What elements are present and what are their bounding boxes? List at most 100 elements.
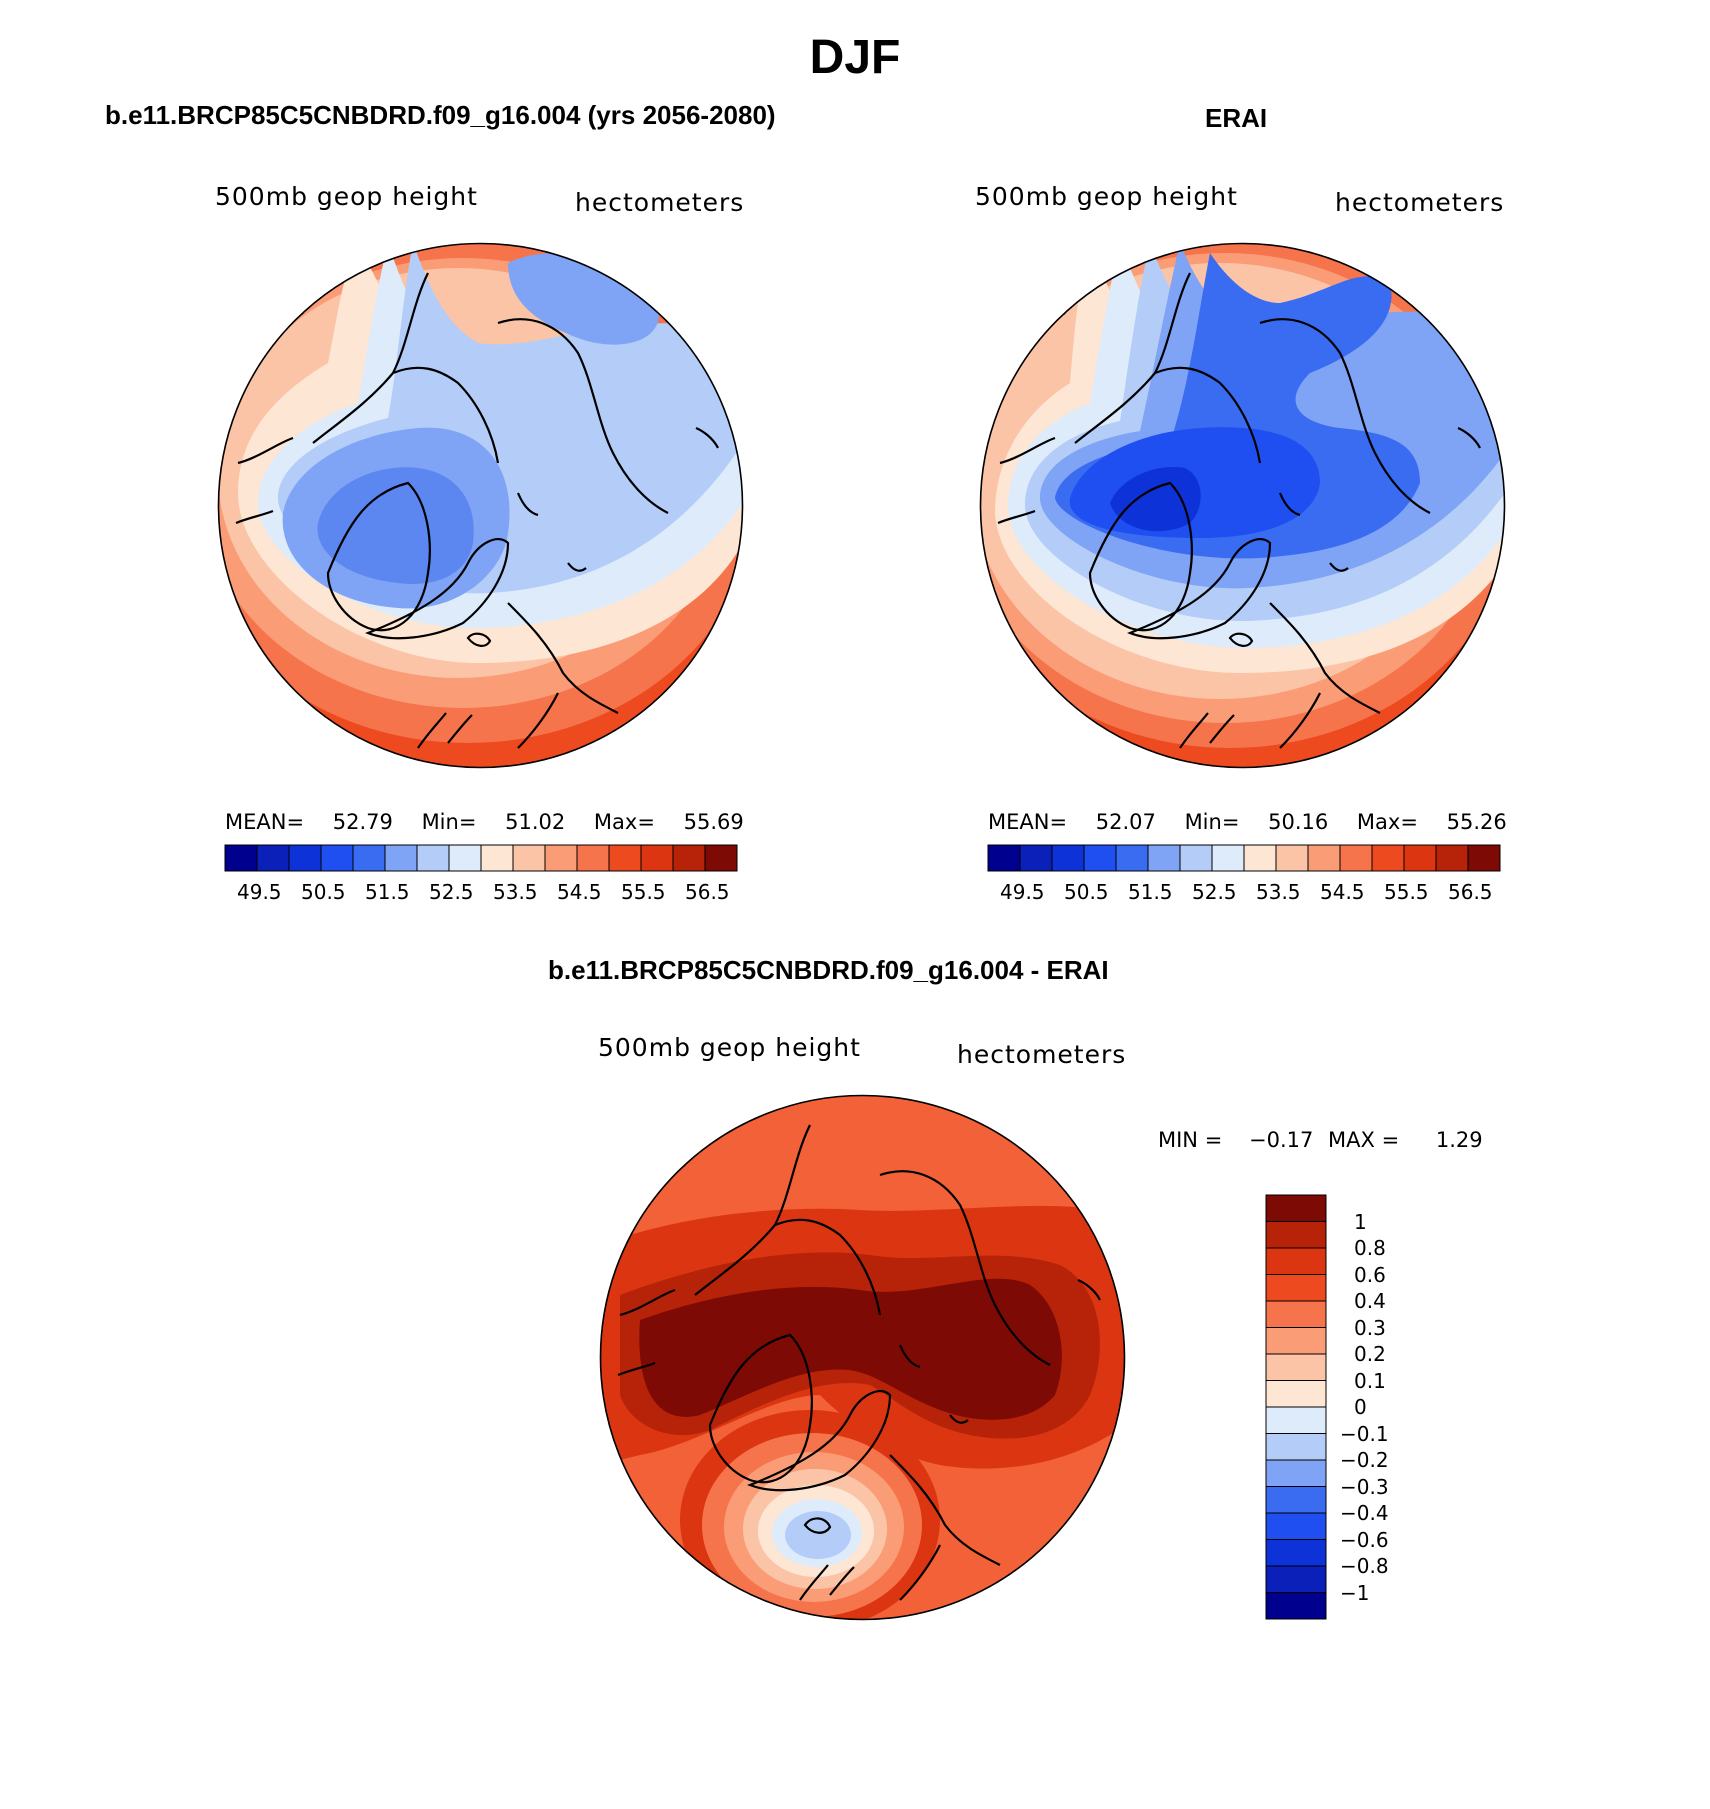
panel1-colorbar-tick-label: 53.5 [493, 880, 538, 904]
panel2-mean-value: 52.07 [1095, 810, 1156, 834]
panel2-units: hectometers [1335, 188, 1505, 217]
panel2-field-label: 500mb geop height [975, 182, 1238, 211]
panel1-field-label: 500mb geop height [215, 182, 478, 211]
panel1-stats: MEAN= 52.79 Min= 51.02 Max= 55.69 [225, 810, 744, 834]
panel1-colorbar-box [704, 844, 738, 872]
panel2-colorbar-box [1115, 844, 1149, 872]
panel2-colorbar-tick-label: 50.5 [1064, 880, 1109, 904]
panel3-colorbar-tick-label: 0.8 [1354, 1236, 1386, 1260]
panel3-units: hectometers [957, 1040, 1127, 1069]
panel2-colorbar-box [1371, 844, 1405, 872]
panel3-colorbar-box [1265, 1433, 1327, 1461]
panel1-title: b.e11.BRCP85C5CNBDRD.f09_g16.004 (yrs 20… [105, 100, 776, 130]
panel1-colorbar-tick-label: 56.5 [685, 880, 730, 904]
panel1-colorbar-box [224, 844, 258, 872]
panel3-colorbar-box [1265, 1512, 1327, 1540]
panel3-colorbar-box [1265, 1327, 1327, 1355]
panel2-colorbar-tick-label: 54.5 [1320, 880, 1365, 904]
panel1-colorbar-box [512, 844, 546, 872]
panel3-colorbar-box [1265, 1194, 1327, 1222]
panel1-units: hectometers [575, 188, 745, 217]
panel3-colorbar-box [1265, 1592, 1327, 1620]
panel3-colorbar-box [1265, 1539, 1327, 1567]
panel2-colorbar-box [1307, 844, 1341, 872]
panel1-map [217, 242, 744, 769]
panel1-colorbar-box [448, 844, 482, 872]
panel1-max-value: 55.69 [683, 810, 744, 834]
panel2-colorbar-box [1435, 844, 1469, 872]
panel1-mean-label: MEAN= [225, 810, 305, 834]
panel3-colorbar-box [1265, 1459, 1327, 1487]
panel3-title: b.e11.BRCP85C5CNBDRD.f09_g16.004 - ERAI [548, 955, 1109, 985]
panel2-colorbar-tick-label: 52.5 [1192, 880, 1237, 904]
panel2-colorbar [987, 844, 1501, 872]
panel1-colorbar-box [384, 844, 418, 872]
panel1-colorbar-tick-label: 51.5 [365, 880, 410, 904]
panel1-colorbar-box [544, 844, 578, 872]
panel2-stats: MEAN= 52.07 Min= 50.16 Max= 55.26 [988, 810, 1507, 834]
panel2-min-label: Min= [1184, 810, 1240, 834]
panel3-colorbar-box [1265, 1353, 1327, 1381]
panel3-colorbar [1265, 1194, 1327, 1620]
panel3-field-label: 500mb geop height [598, 1033, 861, 1062]
panel2-colorbar-box [1147, 844, 1181, 872]
panel2-colorbar-box [1275, 844, 1309, 872]
panel3-colorbar-box [1265, 1486, 1327, 1514]
panel2-colorbar-tick-label: 51.5 [1128, 880, 1173, 904]
panel2-mean-label: MEAN= [988, 810, 1068, 834]
panel1-min-value: 51.02 [505, 810, 566, 834]
main-title: DJF [809, 31, 901, 84]
panel3-colorbar-tick-label: −0.2 [1340, 1448, 1389, 1472]
panel1-colorbar-box [288, 844, 322, 872]
panel2-max-value: 55.26 [1446, 810, 1507, 834]
panel3-max-value: 1.29 [1435, 1128, 1483, 1152]
panel3-colorbar-tick-label: 0.4 [1354, 1289, 1386, 1313]
panel3-colorbar-tick-label: 0.6 [1354, 1262, 1386, 1287]
panel2-max-label: Max= [1356, 810, 1418, 834]
panel1-colorbar-box [608, 844, 642, 872]
panel3-min-label: MIN = [1158, 1128, 1223, 1152]
panel2-map [979, 242, 1506, 769]
panel2-colorbar-box [1179, 844, 1213, 872]
panel1-colorbar-tick-label: 54.5 [557, 880, 602, 904]
panel2-colorbar-box [1339, 844, 1373, 872]
panel1-colorbar-box [640, 844, 674, 872]
panel2-colorbar-tick-label: 56.5 [1448, 880, 1493, 904]
panel1-colorbar-box [320, 844, 354, 872]
panel3-max-label: MAX = [1328, 1128, 1400, 1152]
panel1-colorbar [224, 844, 738, 872]
panel2-colorbar-box [1051, 844, 1085, 872]
panel3-colorbar-tick-label: 1 [1354, 1209, 1367, 1234]
panel3-colorbar-box [1265, 1300, 1327, 1328]
panel3-colorbar-tick-label: −1 [1340, 1580, 1370, 1605]
panel1-colorbar-box [576, 844, 610, 872]
panel3-colorbar-box [1265, 1406, 1327, 1434]
panel1-colorbar-tick-label: 50.5 [301, 880, 346, 904]
panel2-colorbar-box [1019, 844, 1053, 872]
panel3-colorbar-tick-label: −0.1 [1340, 1421, 1389, 1446]
panel1-colorbar-tick-label: 52.5 [429, 880, 474, 904]
panel3-map [599, 1094, 1126, 1621]
panel3-colorbar-tick-label: −0.8 [1340, 1554, 1389, 1578]
panel3-min-value: −0.17 [1248, 1128, 1314, 1152]
panel2-min-value: 50.16 [1268, 810, 1329, 834]
panel1-colorbar-box [352, 844, 386, 872]
panel2-colorbar-box [1403, 844, 1437, 872]
panel3-colorbar-box [1265, 1247, 1327, 1275]
panel2-colorbar-tick-label: 53.5 [1256, 880, 1301, 904]
panel1-min-label: Min= [421, 810, 477, 834]
panel2-colorbar-box [987, 844, 1021, 872]
panel1-colorbar-box [416, 844, 450, 872]
panel1-colorbar-tick-label: 55.5 [621, 880, 666, 904]
panel3-colorbar-tick-label: 0.2 [1354, 1342, 1386, 1366]
panel1-colorbar-box [480, 844, 514, 872]
panel3-colorbar-tick-label: 0.1 [1354, 1368, 1386, 1393]
panel1-colorbar-box [256, 844, 290, 872]
panel3-colorbar-tick-label: −0.6 [1340, 1527, 1389, 1552]
panel2-colorbar-tick-label: 55.5 [1384, 880, 1429, 904]
panel2-colorbar-box [1083, 844, 1117, 872]
panel2-colorbar-box [1243, 844, 1277, 872]
panel2-title: ERAI [1205, 103, 1268, 133]
panel2-colorbar-ticks: 49.5 50.5 51.5 52.5 53.5 54.5 55.5 56.5 [988, 880, 1500, 908]
panel3-colorbar-box [1265, 1565, 1327, 1593]
